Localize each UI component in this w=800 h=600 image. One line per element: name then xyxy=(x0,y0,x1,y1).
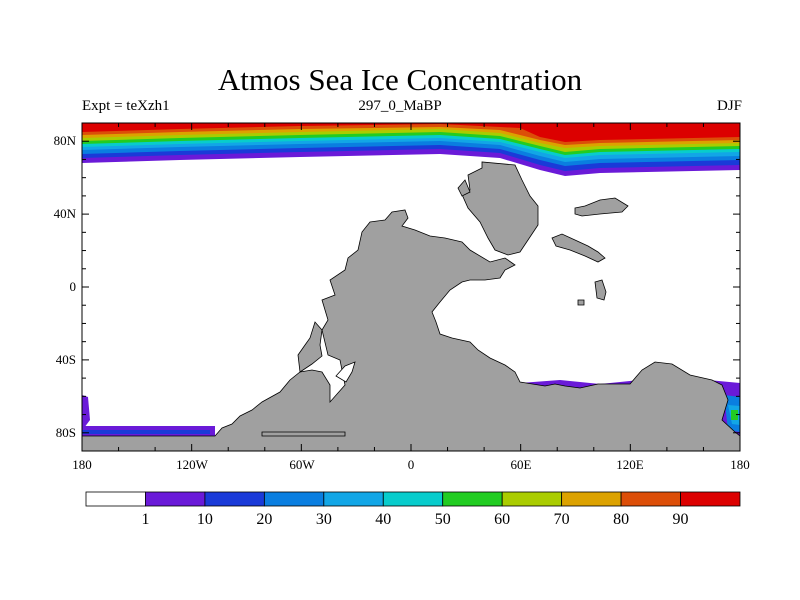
colorbar-label: 30 xyxy=(316,511,332,528)
colorbar: 1 10 20 30 40 50 60 70 80 90 xyxy=(85,491,741,528)
colorbar-swatch xyxy=(442,491,503,507)
colorbar-swatch xyxy=(620,491,681,507)
experiment-label: Expt = teXzh1 xyxy=(82,98,170,114)
colorbar-label: 10 xyxy=(197,511,213,528)
colorbar-label: 80 xyxy=(613,511,629,528)
map-title: Atmos Sea Ice Concentration xyxy=(217,62,583,97)
colorbar-swatch xyxy=(145,491,206,507)
lon-label-120w: 120W xyxy=(176,457,209,472)
colorbar-swatch xyxy=(561,491,622,507)
colorbar-label: 1 xyxy=(141,511,149,528)
axis-ticks xyxy=(81,122,741,452)
map-area xyxy=(82,123,740,451)
colorbar-swatch xyxy=(263,491,325,507)
lon-label-60e: 60E xyxy=(511,457,532,472)
colorbar-swatch xyxy=(204,491,265,507)
lon-label-180-east: 180 xyxy=(730,457,750,472)
lat-label-80n: 80N xyxy=(54,133,77,148)
lat-label-80s: 80S xyxy=(56,425,76,440)
colorbar-swatch xyxy=(85,491,146,507)
colorbar-swatch xyxy=(382,491,444,507)
colorbar-label: 60 xyxy=(494,511,510,528)
lon-label-120e: 120E xyxy=(616,457,644,472)
lon-label-60w: 60W xyxy=(289,457,315,472)
colorbar-label: 40 xyxy=(375,511,391,528)
northern-sea-ice xyxy=(82,123,740,176)
colorbar-swatch xyxy=(323,491,384,507)
lon-label-180-west: 180 xyxy=(72,457,92,472)
land xyxy=(82,161,740,451)
colorbar-label: 70 xyxy=(554,511,570,528)
lon-label-0: 0 xyxy=(408,457,415,472)
colorbar-label: 50 xyxy=(435,511,451,528)
lat-label-40n: 40N xyxy=(54,206,77,221)
colorbar-swatch xyxy=(501,491,563,507)
lat-label-0: 0 xyxy=(70,279,77,294)
season-label: DJF xyxy=(716,98,742,114)
colorbar-label: 20 xyxy=(256,511,272,528)
colorbar-swatch xyxy=(680,491,741,507)
latitude-labels: 80N 40N 0 40S 80S xyxy=(54,133,77,440)
period-label: 297_0_MaBP xyxy=(358,98,442,114)
lat-label-40s: 40S xyxy=(56,352,76,367)
longitude-labels: 180 120W 60W 0 60E 120E 180 xyxy=(72,457,750,472)
colorbar-label: 90 xyxy=(673,511,689,528)
